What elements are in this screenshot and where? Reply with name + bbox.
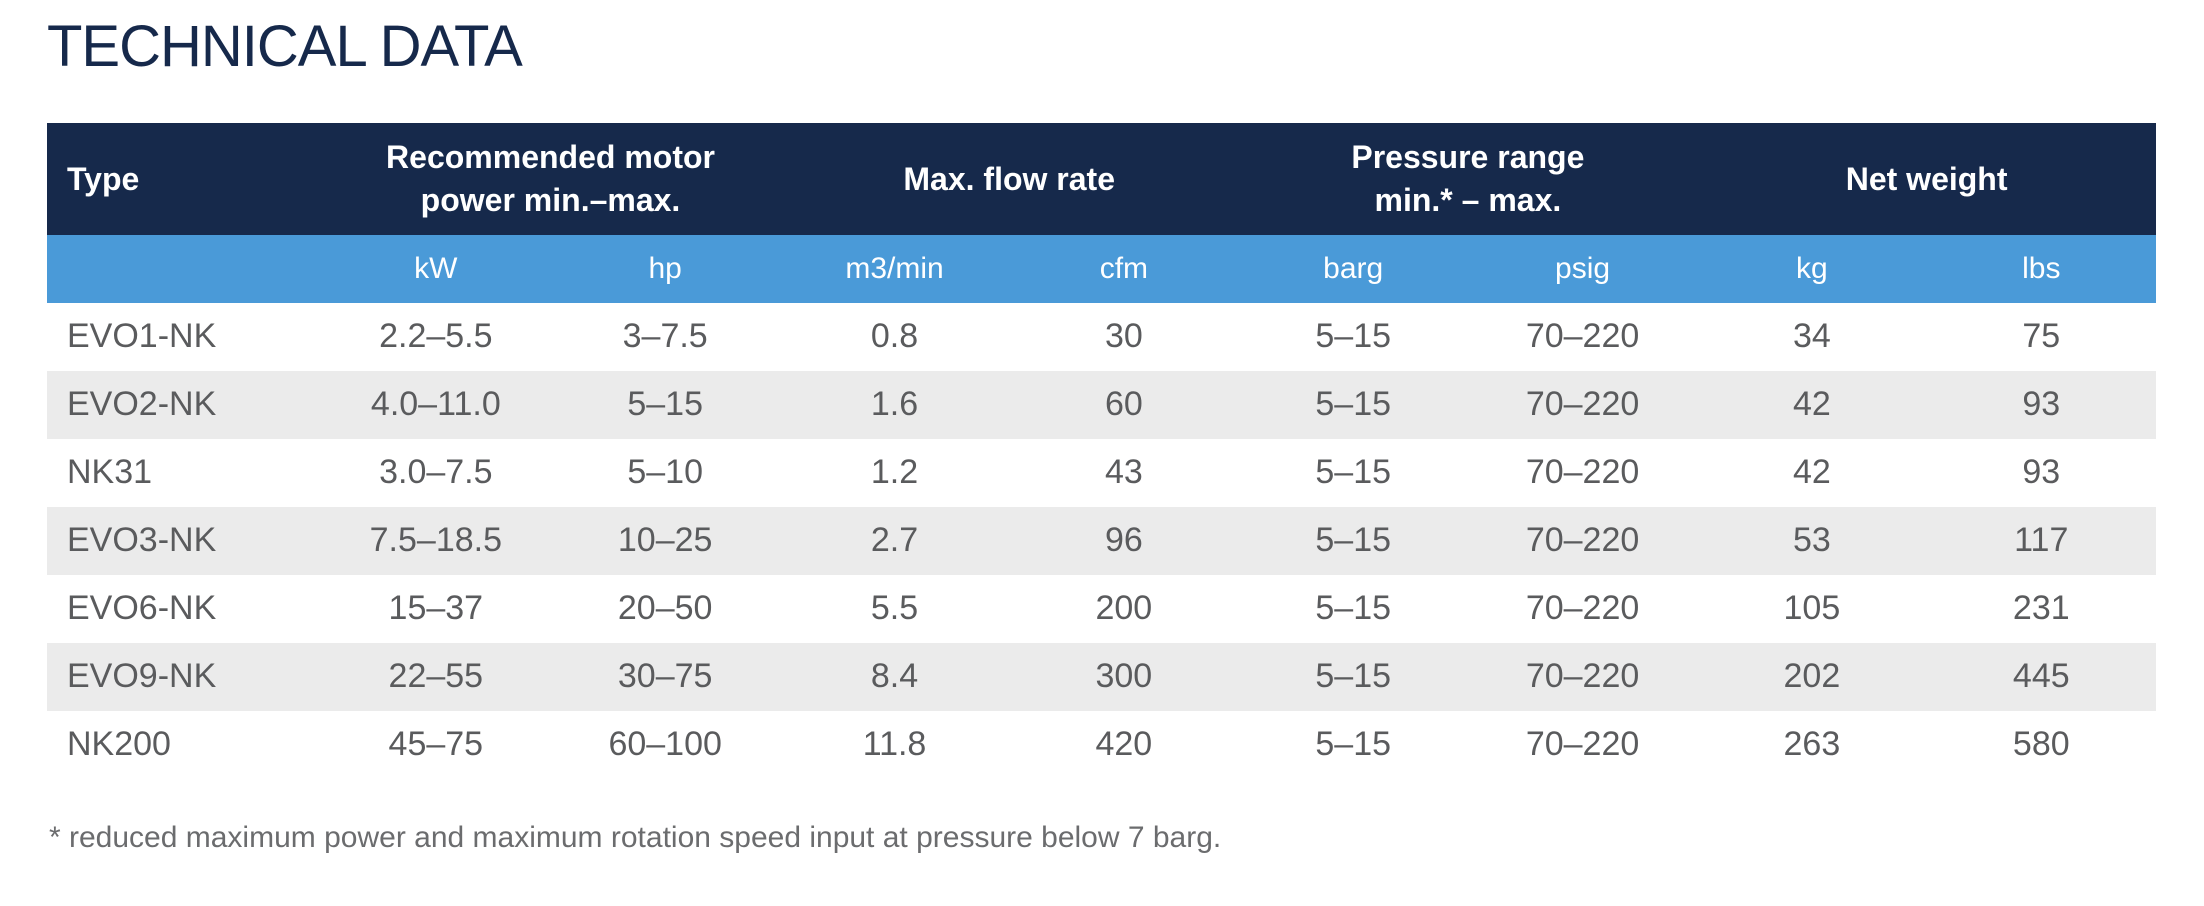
value-cell: 34 [1792,317,1831,356]
value-cell: 0.8 [870,317,919,356]
value-cell: 263 [1783,725,1841,764]
unit-header-kW: kW [321,234,551,303]
table-unit-header-row: kW hp m3/min cfm barg psig kg lbs [47,234,2156,303]
unit-header-kg: kg [1697,234,1927,303]
value-cell: 11.8 [862,725,927,764]
table-body: EVO1-NK 2.2–5.5 3–7.5 0.8 30 5–15 70–220 34 75 EV… [47,302,2156,779]
value-cell: 5–15 [1315,589,1392,628]
col-header-pressure-range: Pressure range min.* – max. [1238,122,1698,235]
value-cell: 202 [1783,657,1841,696]
value-cell: 8.4 [870,657,919,696]
table-row: NK31 3.0–7.5 5–10 1.2 43 5–15 70–220 42 93 [47,438,2156,507]
table-row: EVO9-NK 22–55 30–75 8.4 300 5–15 70–220 202 445 [47,642,2156,711]
value-cell: 93 [2022,385,2061,424]
value-cell: 53 [1792,521,1831,560]
value-cell: 5–15 [1315,521,1392,560]
value-cell: 445 [2012,657,2070,696]
value-cell: 42 [1792,385,1831,424]
value-cell: 42 [1792,453,1831,492]
table-row: EVO2-NK 4.0–11.0 5–15 1.6 60 5–15 70–220 42 93 [47,370,2156,439]
value-cell: 70–220 [1525,453,1640,492]
value-cell: 4.0–11.0 [370,385,501,424]
value-cell: 75 [2022,317,2061,356]
value-cell: 200 [1095,589,1153,628]
table-group-header-row: Type Recommended motor power min.–max. Max… [47,122,2156,235]
table-row: NK200 45–75 60–100 11.8 420 5–15 70–220 263 580 [47,710,2156,779]
value-cell: 5.5 [870,589,919,628]
col-header-type: Type [47,122,322,235]
value-cell: 1.6 [870,385,919,424]
value-cell: 5–15 [1315,453,1392,492]
value-cell: 70–220 [1525,385,1640,424]
value-cell: 60 [1104,385,1143,424]
value-cell: 3–7.5 [622,317,708,356]
value-cell: 20–50 [617,589,713,628]
unit-header-m3/min: m3/min [779,234,1010,303]
value-cell: 70–220 [1525,725,1640,764]
value-cell: 70–220 [1525,657,1640,696]
type-cell: EVO1-NK [67,317,217,356]
type-cell: EVO3-NK [67,521,217,560]
value-cell: 70–220 [1525,521,1640,560]
col-header-motor-power: Recommended motor power min.–max. [321,122,780,235]
unit-header-empty [47,234,322,303]
value-cell: 5–10 [627,453,703,492]
unit-header-barg: barg [1238,234,1468,303]
value-cell: 105 [1783,589,1841,628]
col-header-flow-rate: Max. flow rate [779,122,1239,235]
value-cell: 70–220 [1525,317,1640,356]
value-cell: 1.2 [870,453,919,492]
value-cell: 15–37 [388,589,484,628]
table-row: EVO1-NK 2.2–5.5 3–7.5 0.8 30 5–15 70–220 34 75 [47,302,2156,371]
type-cell: NK31 [67,453,153,492]
type-cell: EVO6-NK [67,589,217,628]
type-cell: EVO2-NK [67,385,217,424]
value-cell: 5–15 [1315,725,1392,764]
table-header: Type Recommended motor power min.–max. Max… [47,122,2156,303]
technical-data-table: Type Recommended motor power min.–max. Max… [47,122,2156,779]
value-cell: 70–220 [1525,589,1640,628]
value-cell: 60–100 [608,725,722,764]
value-cell: 3.0–7.5 [379,453,493,492]
value-cell: 300 [1095,657,1153,696]
value-cell: 43 [1104,453,1143,492]
col-header-net-weight: Net weight [1697,122,2156,235]
value-cell: 2.7 [870,521,919,560]
value-cell: 7.5–18.5 [369,521,502,560]
table-row: EVO6-NK 15–37 20–50 5.5 200 5–15 70–220 105 231 [47,574,2156,643]
type-cell: NK200 [67,725,171,764]
value-cell: 5–15 [1315,657,1392,696]
value-cell: 96 [1104,521,1143,560]
value-cell: 10–25 [617,521,713,560]
value-cell: 5–15 [627,385,703,424]
value-cell: 30–75 [617,657,713,696]
value-cell: 2.2–5.5 [379,317,493,356]
value-cell: 45–75 [388,725,484,764]
value-cell: 117 [2014,521,2069,560]
unit-header-psig: psig [1467,234,1698,303]
unit-header-cfm: cfm [1009,234,1239,303]
value-cell: 93 [2022,453,2061,492]
value-cell: 580 [2012,725,2070,764]
type-cell: EVO9-NK [67,657,217,696]
page-title: TECHNICAL DATA [47,14,523,79]
unit-header-lbs: lbs [1926,234,2156,303]
value-cell: 5–15 [1315,385,1392,424]
footnote: * reduced maximum power and maximum rota… [49,820,1222,854]
value-cell: 30 [1104,317,1143,356]
table-row: EVO3-NK 7.5–18.5 10–25 2.7 96 5–15 70–220 53 117 [47,506,2156,575]
value-cell: 420 [1095,725,1153,764]
value-cell: 231 [2012,589,2070,628]
value-cell: 22–55 [388,657,484,696]
unit-header-hp: hp [550,234,780,303]
value-cell: 5–15 [1315,317,1392,356]
